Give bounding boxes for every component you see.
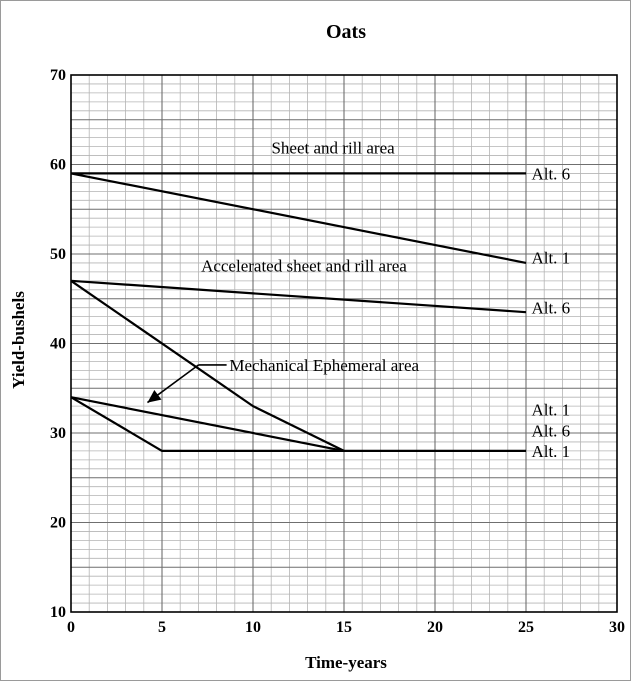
x-tick-label: 10 [245, 619, 261, 636]
annotation-label: Sheet and rill area [271, 138, 395, 157]
annotation-label: Accelerated sheet and rill area [201, 257, 407, 276]
tick-labels: 0 5 10 15 20 25 30 10 20 30 40 50 60 70 [50, 67, 625, 636]
series-line-6 [70, 396, 526, 452]
y-tick-label: 30 [50, 425, 66, 442]
x-axis-label: Time-years [305, 653, 387, 672]
arrow-head [147, 390, 162, 403]
annotation-label: Alt. 1 [531, 442, 570, 461]
y-tick-label: 40 [50, 336, 66, 353]
annotation-label: Alt. 6 [531, 299, 570, 318]
x-tick-label: 30 [609, 619, 625, 636]
series-layer [70, 172, 527, 452]
annotation-label: Alt. 6 [531, 421, 570, 440]
chart-title: Oats [326, 21, 366, 43]
y-tick-label: 70 [50, 67, 66, 84]
x-tick-label: 0 [67, 619, 75, 636]
pointer-layer [146, 364, 227, 404]
y-tick-label: 50 [50, 246, 66, 263]
y-tick-label: 20 [50, 515, 66, 532]
y-axis-label: Yield-bushels [9, 291, 28, 389]
y-tick-label: 10 [50, 604, 66, 621]
series-line-5 [70, 396, 345, 452]
annotation-label: Alt. 6 [531, 164, 570, 183]
x-tick-label: 5 [158, 619, 166, 636]
series-line-2 [70, 172, 527, 264]
annotation-label: Mechanical Ephemeral area [229, 356, 419, 375]
annotations: Sheet and rill area Accelerated sheet and… [201, 138, 570, 460]
x-tick-label: 25 [518, 619, 534, 636]
series-line-4 [70, 279, 345, 452]
annotation-label: Alt. 1 [531, 249, 570, 268]
x-tick-label: 15 [336, 619, 352, 636]
series-line-3 [70, 279, 527, 314]
y-tick-label: 60 [50, 157, 66, 174]
x-tick-label: 20 [427, 619, 443, 636]
annotation-label: Alt. 1 [531, 401, 570, 420]
plot-area-border [70, 74, 618, 613]
